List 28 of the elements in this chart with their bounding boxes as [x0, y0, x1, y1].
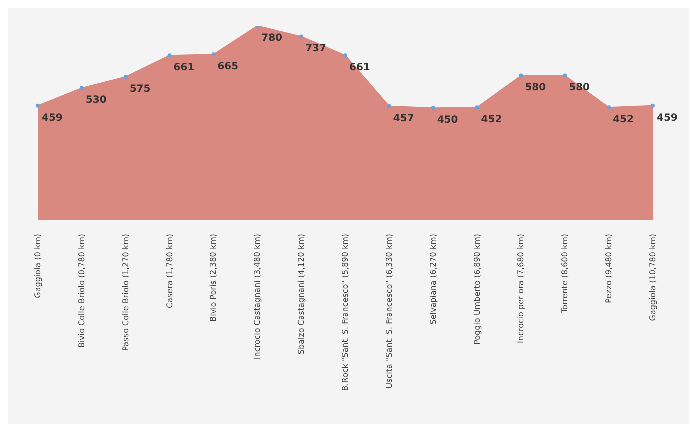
- x-tick-label: Poggio Umberto (6,890 km): [472, 234, 482, 345]
- data-label: 665: [218, 62, 239, 73]
- x-tick-label: B.Rock "Sant. S. Francesco" (5,890 km): [341, 234, 350, 392]
- data-label: 737: [306, 44, 326, 55]
- x-tick-label: Uscita "Sant. S. Francesco" (6,330 km): [384, 234, 394, 389]
- x-tick-label: Incrocio Castagnani (3,480 km): [253, 234, 262, 360]
- x-tick-label: Torrente (8,600 km): [560, 234, 570, 314]
- data-label: 457: [393, 113, 414, 124]
- data-label: 580: [525, 82, 546, 94]
- x-tick-label: Incrocio per ora (7,680 km): [516, 234, 526, 344]
- x-tick-label: Casera (1,780 km): [165, 234, 174, 308]
- x-tick-label: Gaggiola (0 km): [34, 234, 42, 298]
- x-tick-label: Selvapiana (6,270 km): [428, 234, 438, 325]
- x-tick-label: Bivio Poris (2,380 km): [209, 234, 218, 322]
- data-label: 661: [174, 62, 195, 74]
- data-label: 780: [262, 33, 283, 44]
- x-tick-label: Bivio Colle Briolo (0,780 km): [77, 234, 86, 348]
- x-tick-label: Pezzo (9,480 km): [604, 234, 614, 304]
- data-label: 459: [657, 112, 678, 124]
- data-label: 575: [130, 84, 151, 95]
- x-tick-label: Passo Colle Briolo (1,270 km): [121, 234, 130, 352]
- data-label: 459: [42, 112, 63, 124]
- x-tick-label: Sbalzo Castagnani (4,120 km): [297, 234, 306, 355]
- data-label: 452: [613, 114, 634, 126]
- x-tick-label: Gaggiola (10,780 km): [648, 234, 658, 322]
- data-label: 530: [86, 95, 107, 106]
- data-label: 452: [481, 114, 502, 126]
- data-label: 450: [437, 115, 458, 126]
